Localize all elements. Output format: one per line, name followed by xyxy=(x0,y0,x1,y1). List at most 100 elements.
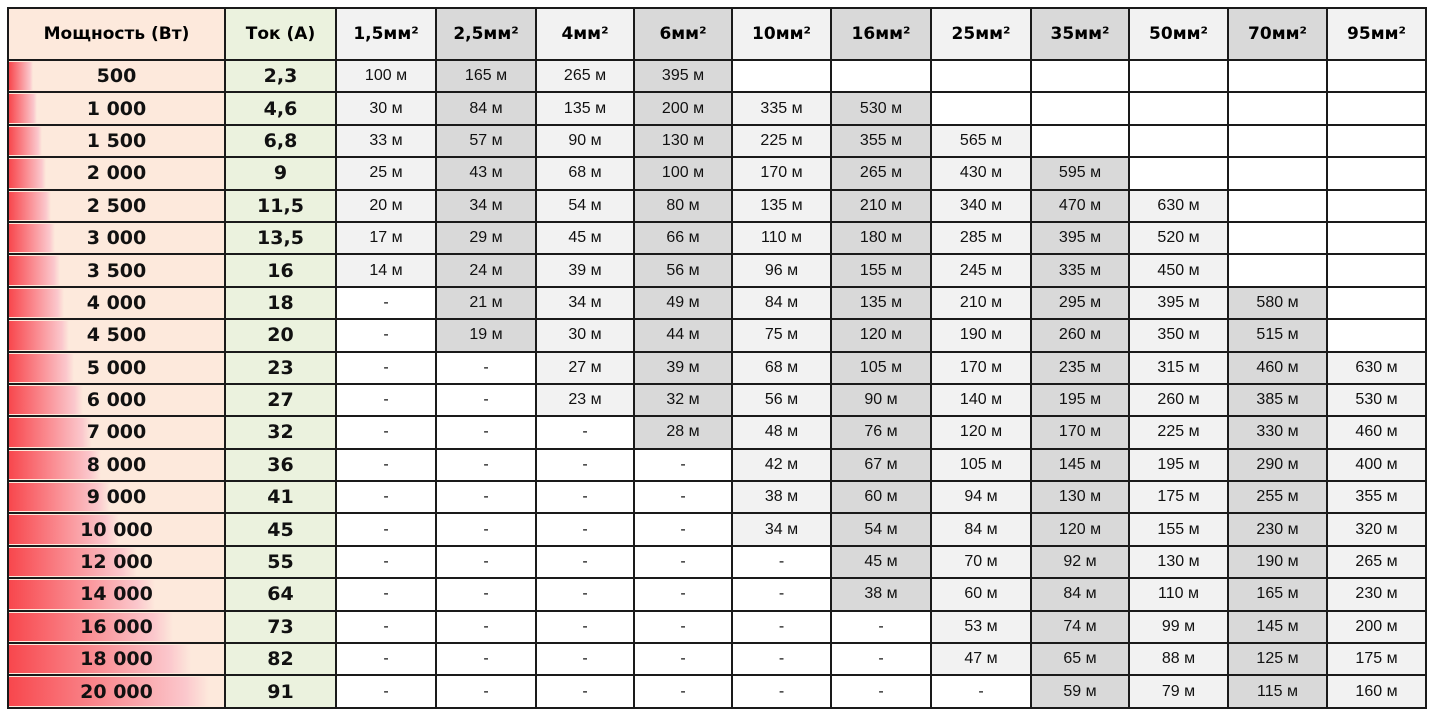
length-cell: 100 м xyxy=(633,156,733,191)
length-cell: 84 м xyxy=(1030,577,1130,612)
power-cell: 6 000 xyxy=(7,382,226,418)
length-cell: 595 м xyxy=(1030,156,1130,191)
power-value: 14 000 xyxy=(80,583,153,606)
power-cell: 4 500 xyxy=(7,318,226,353)
length-cell: 45 м xyxy=(535,220,635,256)
length-cell: 295 м xyxy=(1030,285,1130,321)
length-cell: 260 м xyxy=(1030,318,1130,353)
table-row: 2 500 11,5 20 м 34 м 54 м 80 м 135 м 210 м 340 м… xyxy=(7,188,1427,223)
power-value: 20 000 xyxy=(80,680,153,703)
current-cell: 55 xyxy=(224,544,337,580)
length-cell: - xyxy=(830,674,932,709)
length-cell: 210 м xyxy=(930,285,1032,321)
power-data-bar xyxy=(10,515,119,544)
length-cell: 34 м xyxy=(435,188,537,223)
length-cell: 110 м xyxy=(1128,577,1229,612)
length-cell: 21 м xyxy=(435,285,537,321)
current-cell: 20 xyxy=(224,318,337,353)
length-cell xyxy=(1030,58,1130,94)
length-cell: 340 м xyxy=(930,188,1032,223)
length-cell: - xyxy=(830,642,932,677)
length-cell: 32 м xyxy=(633,382,733,418)
length-cell xyxy=(1227,220,1328,256)
length-cell: 335 м xyxy=(1030,253,1130,288)
length-cell: 47 м xyxy=(930,642,1032,677)
length-cell: 190 м xyxy=(1227,544,1328,580)
power-cell: 1 000 xyxy=(7,91,226,126)
length-cell: 230 м xyxy=(1326,577,1427,612)
length-cell: 630 м xyxy=(1326,350,1427,385)
power-data-bar xyxy=(10,321,69,350)
length-cell: 90 м xyxy=(830,382,932,418)
length-cell xyxy=(1227,188,1328,223)
header-section: 2,5мм² xyxy=(435,7,537,61)
length-cell: 75 м xyxy=(731,318,832,353)
header-current: Ток (А) xyxy=(224,7,337,61)
table-row: 1 000 4,6 30 м 84 м 135 м 200 м 335 м 530 м xyxy=(7,91,1427,126)
current-cell: 23 xyxy=(224,350,337,385)
length-cell: 335 м xyxy=(731,91,832,126)
length-cell: - xyxy=(535,544,635,580)
length-cell: 120 м xyxy=(1030,512,1130,547)
length-cell: 90 м xyxy=(535,123,635,159)
length-cell: 44 м xyxy=(633,318,733,353)
length-cell: - xyxy=(335,480,437,515)
length-cell: - xyxy=(633,512,733,547)
length-cell: - xyxy=(731,609,832,645)
length-cell: 155 м xyxy=(1128,512,1229,547)
table-row: 2 000 9 25 м 43 м 68 м 100 м 170 м 265 м 430 м 59… xyxy=(7,156,1427,191)
length-cell: 355 м xyxy=(1326,480,1427,515)
current-cell: 4,6 xyxy=(224,91,337,126)
table-row: 6 000 27- -23 м 32 м 56 м 90 м 140 м 195 м 260 м… xyxy=(7,382,1427,418)
power-data-bar xyxy=(10,256,60,285)
power-data-bar xyxy=(10,645,191,674)
length-cell: - xyxy=(435,642,537,677)
power-cell: 4 000 xyxy=(7,285,226,321)
length-cell: - xyxy=(633,577,733,612)
table-row: 9 000 41- - - -38 м 60 м 94 м 130 м 175 м 255 м 35… xyxy=(7,480,1427,515)
length-cell: 210 м xyxy=(830,188,932,223)
length-cell: - xyxy=(535,512,635,547)
length-cell: 39 м xyxy=(633,350,733,385)
length-cell: - xyxy=(731,577,832,612)
length-cell: 65 м xyxy=(1030,642,1130,677)
length-cell: - xyxy=(335,577,437,612)
length-cell: 245 м xyxy=(930,253,1032,288)
length-cell: 580 м xyxy=(1227,285,1328,321)
length-cell: 230 м xyxy=(1227,512,1328,547)
length-cell: 45 м xyxy=(830,544,932,580)
length-cell: - xyxy=(535,480,635,515)
length-cell: 84 м xyxy=(435,91,537,126)
power-value: 10 000 xyxy=(80,518,153,541)
length-cell: 70 м xyxy=(930,544,1032,580)
power-data-bar xyxy=(10,353,74,382)
power-value: 18 000 xyxy=(80,648,153,671)
length-cell: 225 м xyxy=(731,123,832,159)
length-cell: - xyxy=(731,674,832,709)
length-cell: 130 м xyxy=(1030,480,1130,515)
power-cell: 7 000 xyxy=(7,415,226,450)
power-data-bar xyxy=(10,612,173,642)
table-row: 3 500 16 14 м 24 м 39 м 56 м 96 м 155 м 245 м 335… xyxy=(7,253,1427,288)
length-cell: 450 м xyxy=(1128,253,1229,288)
power-data-bar xyxy=(10,385,83,415)
length-cell: 135 м xyxy=(830,285,932,321)
length-cell: 88 м xyxy=(1128,642,1229,677)
length-cell xyxy=(1128,91,1229,126)
length-cell: 330 м xyxy=(1227,415,1328,450)
length-cell xyxy=(1326,285,1427,321)
header-power: Мощность (Вт) xyxy=(7,7,226,61)
length-cell: 630 м xyxy=(1128,188,1229,223)
length-cell: 99 м xyxy=(1128,609,1229,645)
length-cell: 260 м xyxy=(1128,382,1229,418)
length-cell: 28 м xyxy=(633,415,733,450)
table-row: 20 000 91- - - - - - -59 м 79 м 115 м 160 м xyxy=(7,674,1427,709)
current-cell: 11,5 xyxy=(224,188,337,223)
length-cell: 17 м xyxy=(335,220,437,256)
header-section: 25мм² xyxy=(930,7,1032,61)
current-cell: 27 xyxy=(224,382,337,418)
length-cell: - xyxy=(535,415,635,450)
